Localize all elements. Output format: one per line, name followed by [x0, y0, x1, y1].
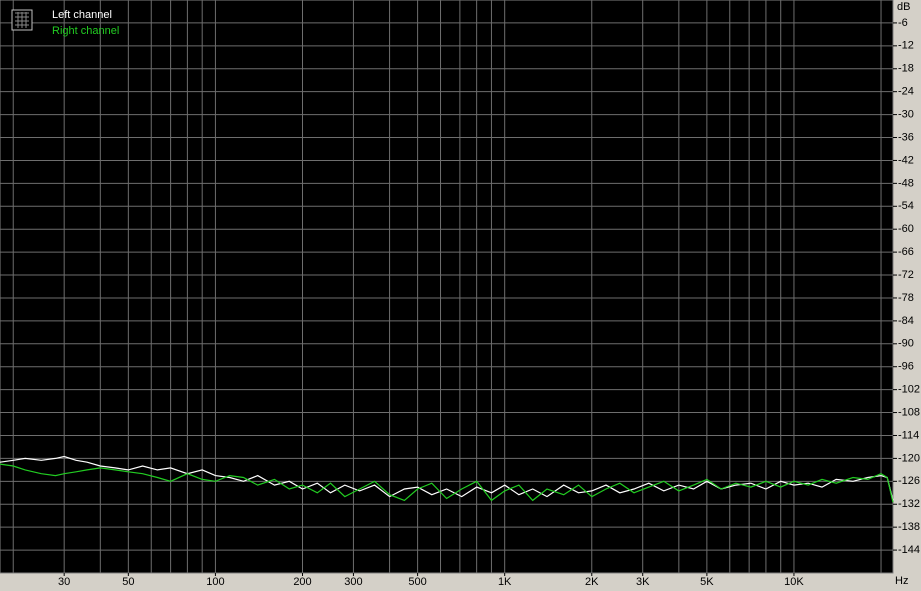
series-line — [0, 463, 894, 503]
legend-icon-grid — [15, 12, 29, 28]
x-tick-label: 100 — [206, 576, 224, 588]
legend-label: Right channel — [52, 25, 119, 37]
legend-label: Left channel — [52, 9, 112, 21]
y-tick-label: -6 — [898, 17, 908, 29]
y-tick-label: -24 — [898, 86, 914, 98]
y-tick-label: -60 — [898, 223, 914, 235]
x-tick-label: 3K — [636, 576, 650, 588]
y-tick-label: -126 — [898, 475, 920, 487]
y-tick-label: -108 — [898, 406, 920, 418]
y-tick-label: -72 — [898, 269, 914, 281]
y-tick-label: -114 — [898, 429, 919, 441]
x-tick-label: 2K — [585, 576, 599, 588]
y-tick-label: -30 — [898, 109, 914, 121]
y-tick-label: -132 — [898, 498, 920, 510]
y-tick-label: -66 — [898, 246, 914, 258]
y-tick-label: -48 — [898, 177, 914, 189]
plot-area — [0, 0, 894, 574]
x-tick-label: 50 — [122, 576, 134, 588]
x-unit: Hz — [895, 575, 908, 587]
y-unit: dB — [897, 1, 910, 13]
y-tick-label: -42 — [898, 154, 914, 166]
x-tick-label: 30 — [58, 576, 70, 588]
x-tick-label: 1K — [498, 576, 512, 588]
x-tick-label: 200 — [293, 576, 311, 588]
y-tick-label: -144 — [898, 544, 920, 556]
y-tick-label: -138 — [898, 521, 920, 533]
y-tick-label: -12 — [898, 40, 914, 52]
y-tick-label: -84 — [898, 315, 914, 327]
y-tick-label: -102 — [898, 384, 920, 396]
x-tick-label: 300 — [344, 576, 362, 588]
x-tick-label: 5K — [700, 576, 714, 588]
x-tick-label: 10K — [784, 576, 804, 588]
y-tick-label: -54 — [898, 200, 914, 212]
y-tick-label: -120 — [898, 452, 920, 464]
y-tick-label: -78 — [898, 292, 914, 304]
y-tick-label: -90 — [898, 338, 914, 350]
x-tick-label: 500 — [408, 576, 426, 588]
y-tick-label: -18 — [898, 63, 914, 75]
y-tick-label: -36 — [898, 131, 914, 143]
y-tick-label: -96 — [898, 361, 914, 373]
